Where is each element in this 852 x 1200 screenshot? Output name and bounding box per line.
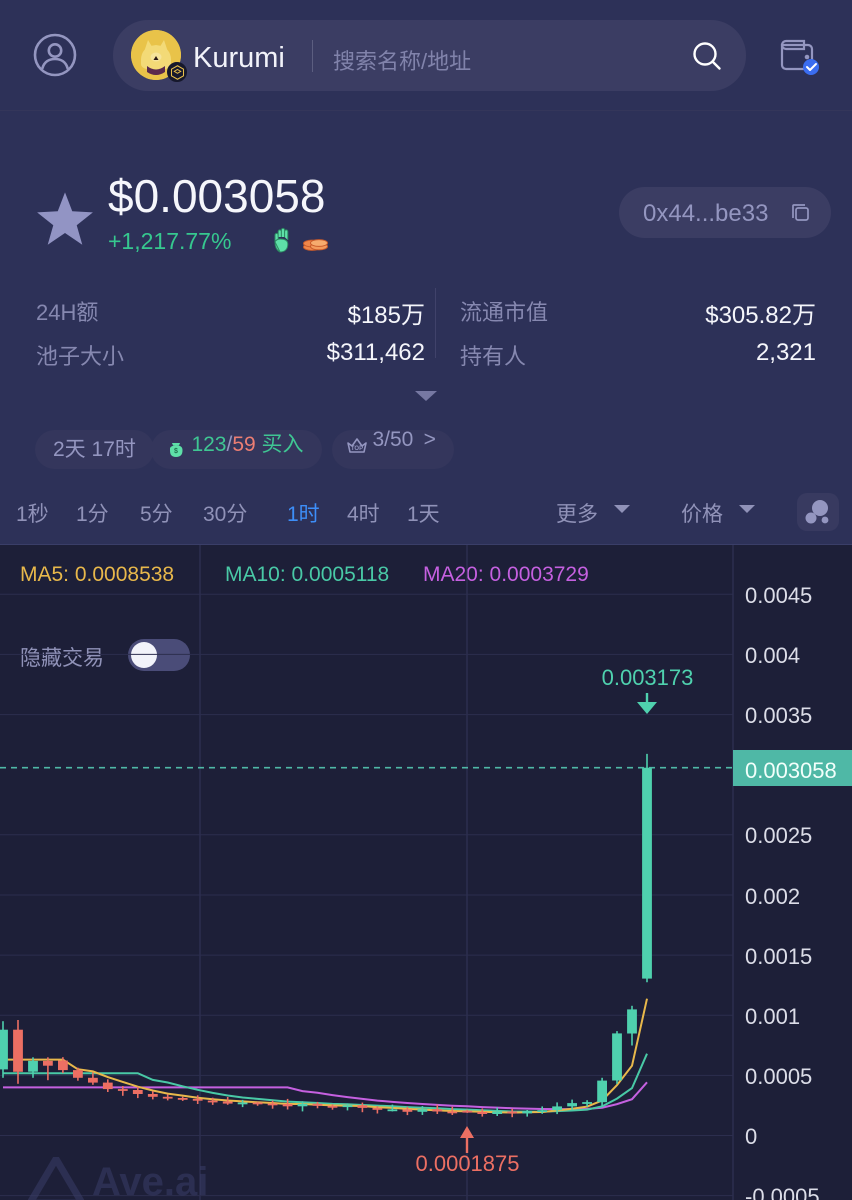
svg-text:TOP: TOP bbox=[351, 446, 363, 452]
svg-text:$: $ bbox=[174, 448, 178, 455]
